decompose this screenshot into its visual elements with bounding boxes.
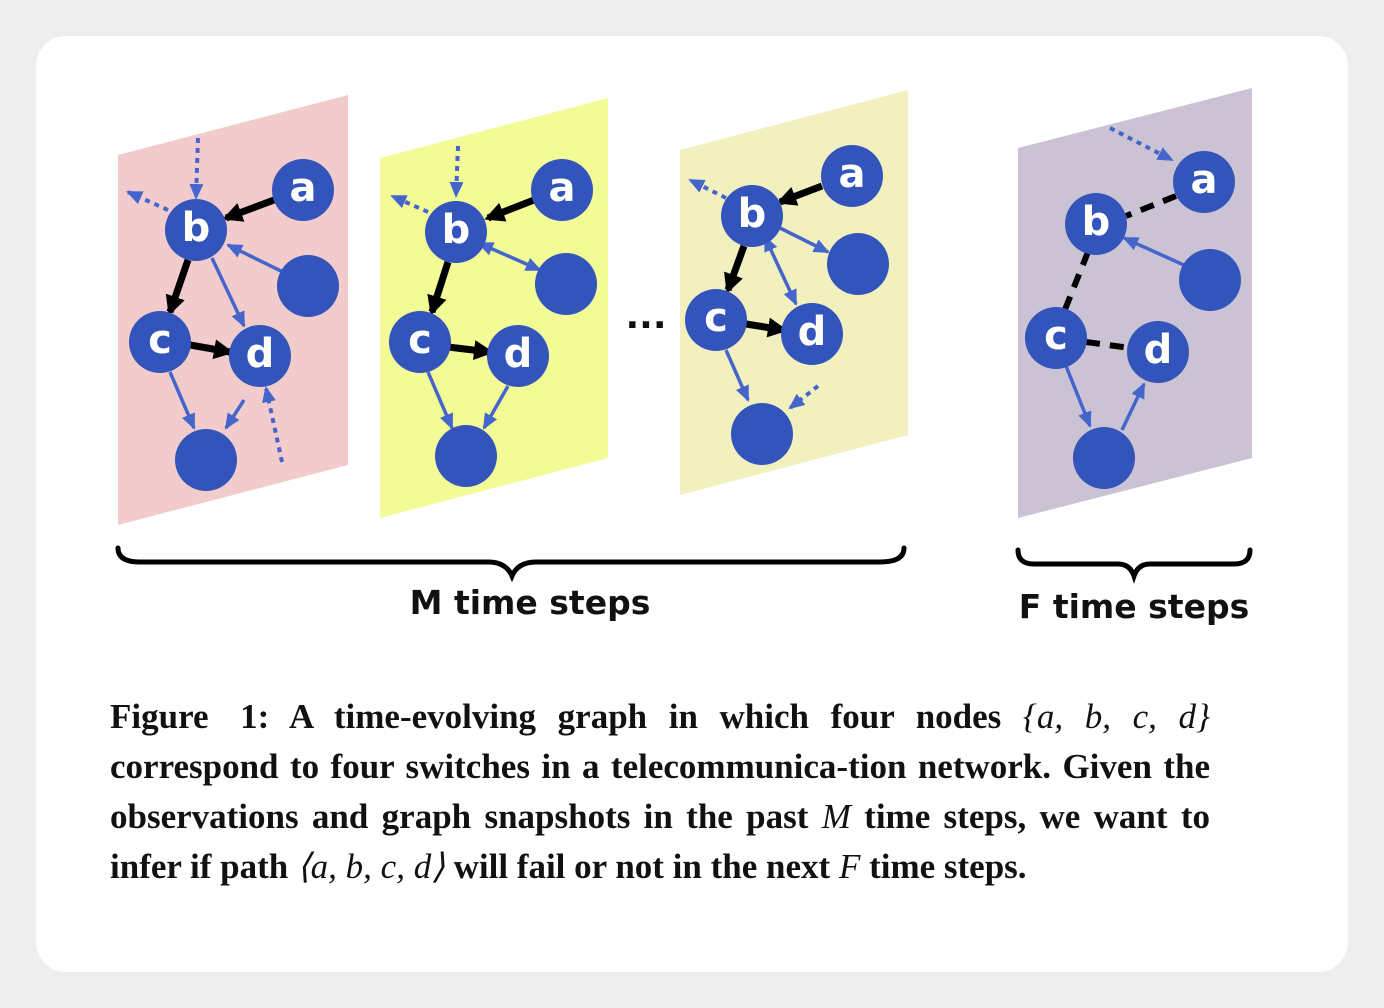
caption-node-set: {a, b, c, d} (1022, 697, 1210, 736)
snapshot-panel-2: a b c d (380, 98, 608, 518)
node-b-label: b (182, 205, 211, 251)
node-c-label: c (148, 317, 172, 363)
edge-e-b (226, 243, 284, 274)
path-c-d-dashed (1085, 339, 1131, 351)
caption-f: F (838, 847, 861, 886)
edge-f-d (1120, 382, 1146, 431)
node-c-label: c (408, 317, 432, 363)
node-c-label: c (704, 295, 728, 341)
dotted-in-b (189, 137, 204, 200)
edge-c-f (426, 371, 454, 430)
node-b: b (165, 199, 227, 261)
edge-b-d-bidir (764, 235, 798, 306)
node-unlabeled-f (1073, 427, 1135, 489)
caption-part-2: correspond to four switches in a telecom… (110, 747, 1210, 836)
brace-past (115, 545, 907, 583)
node-a-label: a (290, 165, 317, 211)
node-a: a (531, 159, 593, 221)
node-unlabeled-e (277, 255, 339, 317)
node-c: c (389, 311, 451, 373)
node-unlabeled-f (435, 425, 497, 487)
edge-c-d (189, 339, 234, 360)
node-unlabeled-f (175, 429, 237, 491)
snapshot-panel-3: a b c d (680, 90, 908, 495)
node-c: c (1025, 307, 1087, 369)
node-a: a (821, 145, 883, 207)
edge-c-f (1064, 365, 1092, 428)
node-unlabeled-f (731, 403, 793, 465)
edge-b-d (210, 257, 246, 328)
node-d-label: d (504, 331, 533, 377)
node-b-label: b (442, 207, 471, 253)
path-b-c-dashed (1061, 250, 1091, 314)
node-a-label: a (1191, 157, 1218, 203)
path-a-b-dashed (1124, 193, 1178, 219)
brace-future-label: F time steps (1019, 587, 1249, 626)
dotted-in-d (262, 386, 284, 463)
caption-part-3: time steps, we want to infer if path (110, 797, 1210, 886)
caption-part-5: time steps. (860, 847, 1027, 886)
node-unlabeled-e (535, 253, 597, 315)
dotted-out-b (126, 190, 169, 212)
edge-d-f (224, 399, 246, 430)
edge-d-f (482, 385, 510, 430)
node-b: b (721, 185, 783, 247)
edge-c-d (447, 340, 494, 361)
edge-b-c (724, 244, 748, 294)
edge-b-c (165, 258, 192, 316)
node-d: d (1127, 321, 1189, 383)
caption-path: ⟨a, b, c, d⟩ (297, 847, 445, 886)
snapshot-panel-future: a b c d (1018, 88, 1252, 518)
time-evolving-graph-figure: a b c d a b c d ... a b (115, 88, 1253, 626)
edge-c-d (745, 317, 788, 338)
node-b-label: b (738, 191, 767, 237)
brace-past-label: M time steps (410, 583, 651, 622)
figure-caption: Figure 1: A time-evolving graph in which… (110, 692, 1210, 892)
edge-c-f (168, 371, 196, 430)
node-a-label: a (549, 165, 576, 211)
caption-part-4: will fail or not in the next (444, 847, 839, 886)
node-d: d (487, 325, 549, 387)
dotted-out-b (390, 194, 429, 214)
edge-b-e-bidir (477, 242, 542, 272)
node-a: a (272, 159, 334, 221)
edge-e-b (1122, 236, 1187, 268)
node-d: d (229, 325, 291, 387)
edge-a-b (484, 196, 536, 222)
node-a: a (1173, 151, 1235, 213)
caption-label: Figure 1: (110, 697, 270, 736)
dotted-out-b (688, 178, 727, 200)
dotted-in-a (1109, 126, 1174, 162)
node-b: b (1065, 193, 1127, 255)
node-d-label: d (246, 331, 275, 377)
edge-a-b (776, 182, 824, 206)
caption-m: M (821, 797, 851, 836)
caption-part-1: A time-evolving graph in which four node… (288, 697, 1023, 736)
snapshot-panel-1: a b c d (118, 95, 348, 525)
node-d: d (781, 303, 843, 365)
node-a-label: a (839, 151, 866, 197)
edge-a-b (222, 196, 276, 222)
node-d-label: d (798, 309, 827, 355)
node-unlabeled-e (1179, 249, 1241, 311)
edge-b-e (779, 226, 830, 254)
dotted-in-b (449, 145, 464, 198)
node-d-label: d (1144, 327, 1173, 373)
ellipsis: ... (625, 296, 666, 337)
node-c-label: c (1044, 313, 1068, 359)
brace-future (1015, 547, 1253, 584)
node-b-label: b (1082, 199, 1111, 245)
edge-c-f (724, 349, 750, 402)
node-unlabeled-e (827, 233, 889, 295)
node-c: c (685, 289, 747, 351)
edge-b-c (427, 260, 452, 316)
node-b: b (425, 201, 487, 263)
node-c: c (129, 311, 191, 373)
